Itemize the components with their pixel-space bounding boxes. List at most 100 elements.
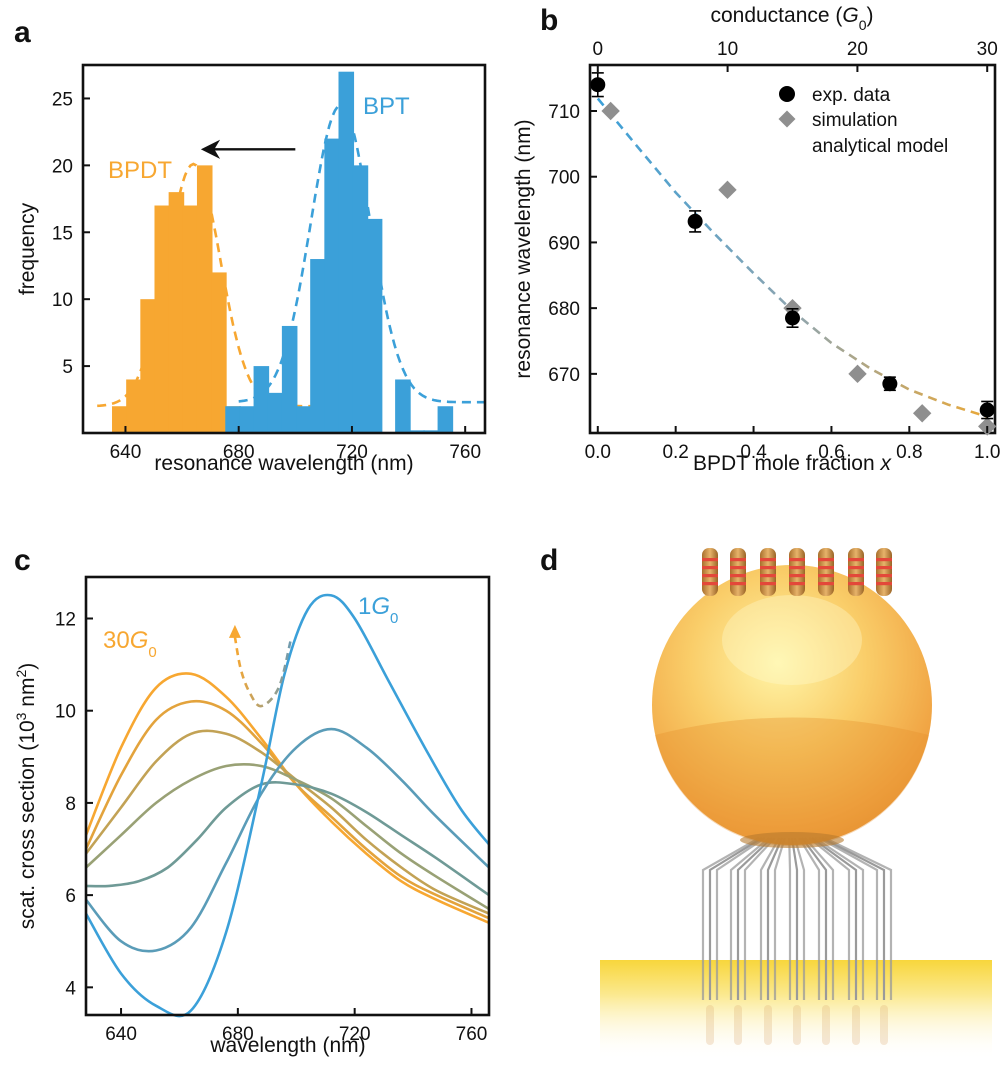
top-x-tick-label-b: 10 (717, 39, 738, 60)
wire (736, 837, 773, 1000)
scatter-chart: 0.0 0.2 0.4 0.6 0.8 1.0 670 680 690 700 710 0 10 20 30… (512, 4, 1000, 475)
bar-bpt-6 (310, 259, 326, 433)
top-x-tick-label-b: 0 (592, 39, 603, 60)
panel-label-c: c (14, 544, 31, 577)
wire (759, 837, 781, 1000)
bar-bpdt-0 (112, 406, 128, 433)
nanoparticle-highlight (722, 595, 862, 685)
bar-bpdt-2 (140, 299, 156, 433)
spectrum-line-6 (84, 593, 491, 1018)
resistor-band (848, 574, 864, 578)
wire (773, 837, 786, 1000)
wire (814, 837, 865, 1000)
panel-label-b: b (540, 4, 558, 37)
y-axis-label-a: frequency (16, 202, 39, 295)
resistor-band (789, 582, 805, 586)
exp-point-4 (979, 402, 995, 418)
y-tick-label-c: 6 (65, 886, 76, 907)
panel-label-d: d (540, 544, 558, 577)
wire (715, 837, 766, 1000)
bar-bpt-5 (296, 406, 312, 433)
axis-ticks-b: 0.0 0.2 0.4 0.6 0.8 1.0 670 680 690 700 710 0 10 20 30 (548, 39, 1000, 463)
resistor-body (730, 548, 746, 596)
line-chart: 640 680 720 760 4 6 8 10 12 30G0 1G0 wavelength … (13, 575, 491, 1057)
histogram-chart: 640 680 720 760 5 10 15 20 25 BPDT BPT resonance… (16, 63, 487, 475)
resistor-band (760, 566, 776, 570)
x-tick-label-b: 0.6 (818, 442, 844, 463)
nanoparticle-illustration (600, 548, 992, 1060)
resistor-band (702, 574, 718, 578)
resistor-band (730, 582, 746, 586)
y-tick-label-c: 4 (65, 978, 76, 999)
resistor-band (876, 582, 892, 586)
bar-bpt-14 (437, 406, 454, 433)
molecule-contact-region (740, 832, 844, 848)
panel-label-a: a (14, 16, 31, 49)
x-tick-label-a: 640 (110, 442, 142, 463)
resistor (789, 548, 805, 596)
axis-ticks-c: 640 680 720 760 4 6 8 10 12 (55, 609, 487, 1045)
exp-point-1 (687, 213, 703, 229)
axis-ticks-a: 640 680 720 760 5 10 15 20 25 (52, 89, 481, 463)
resistor-band (789, 566, 805, 570)
x-axis-label-b: BPDT mole fraction x (693, 452, 893, 475)
resistor-band (818, 566, 834, 570)
resistor-reflection (822, 1005, 830, 1045)
resistor-band (730, 558, 746, 562)
sim-point-4 (912, 404, 932, 423)
wire (766, 837, 784, 1000)
y-tick-label-c: 10 (55, 702, 76, 723)
x-axis-label-a: resonance wavelength (nm) (154, 452, 413, 475)
legend-marker-sim (778, 110, 796, 128)
resistor-band (789, 574, 805, 578)
bar-bpt-13 (423, 430, 439, 433)
x-tick-label-c: 760 (456, 1024, 488, 1045)
y-tick-label-a: 10 (52, 290, 73, 311)
x-tick-label-c: 720 (339, 1024, 371, 1045)
resistor-band (730, 574, 746, 578)
bar-bpdt-3 (154, 205, 171, 433)
simulation-points (601, 101, 997, 436)
resistor-body (789, 548, 805, 596)
resistor-reflection (880, 1005, 888, 1045)
x-tick-label-c: 680 (222, 1024, 254, 1045)
y-tick-label-c: 8 (65, 794, 76, 815)
wire (743, 837, 776, 1000)
x-tick-label-a: 760 (449, 442, 481, 463)
resistor-body (760, 548, 776, 596)
spectrum-line-1 (84, 699, 490, 920)
spectrum-line-0 (84, 672, 490, 924)
top-x-tick-label-b: 30 (977, 39, 998, 60)
resistor-elements (702, 548, 892, 596)
bar-bpdt-4 (168, 192, 185, 433)
wire (701, 837, 760, 1000)
wire (808, 837, 851, 1000)
legend-marker-exp (779, 86, 795, 102)
resistor-band (730, 566, 746, 570)
exp-point-3 (882, 376, 898, 392)
resistor (818, 548, 834, 596)
exp-point-0 (590, 77, 606, 93)
legend-label-model: analytical model (812, 136, 948, 157)
trend-arrowhead (228, 624, 241, 638)
resistor-reflection (793, 1005, 801, 1045)
plot-frame-a (81, 63, 487, 435)
gaussian-fits (97, 103, 485, 408)
resistor-band (702, 558, 718, 562)
wire (811, 837, 858, 1000)
top-axis-label-b: conductance (G0) (710, 4, 873, 33)
bar-bpt-11 (395, 379, 411, 433)
bar-bpdt-7 (211, 272, 227, 433)
resistor-band (848, 582, 864, 586)
resistor-body (876, 548, 892, 596)
spectrum-line-3 (85, 762, 490, 911)
y-tick-label-a: 5 (62, 357, 73, 378)
resistor (760, 548, 776, 596)
wire (729, 837, 770, 1000)
wire (818, 837, 879, 1000)
exp-point-2 (785, 310, 800, 326)
legend-label-exp: exp. data (812, 85, 891, 106)
spectrum-line-5 (84, 727, 490, 953)
wire (801, 837, 828, 1000)
y-tick-label-b: 680 (548, 299, 580, 320)
